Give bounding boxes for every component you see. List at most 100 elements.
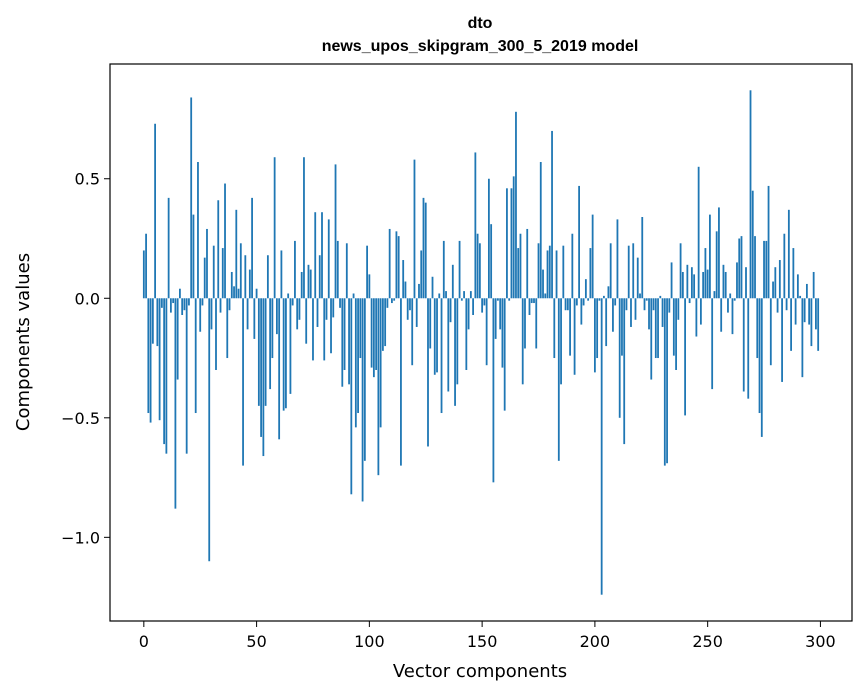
bar — [424, 202, 427, 299]
bar — [361, 298, 364, 502]
bar — [194, 298, 197, 414]
bar — [657, 298, 659, 359]
bar — [539, 162, 542, 299]
bar — [668, 298, 671, 313]
bar — [185, 298, 188, 454]
bar — [296, 298, 299, 330]
bar — [363, 298, 366, 461]
bar — [183, 298, 186, 311]
bar — [571, 233, 574, 299]
bar — [796, 274, 799, 299]
bar — [587, 298, 590, 301]
bar — [524, 298, 526, 349]
bar — [433, 298, 436, 375]
bar — [391, 298, 393, 304]
bar — [817, 298, 820, 351]
bar — [275, 298, 278, 335]
bar — [402, 260, 405, 299]
bar — [562, 245, 565, 299]
bar — [352, 293, 355, 299]
bar — [239, 243, 242, 299]
bar — [309, 269, 312, 299]
bar — [357, 298, 359, 414]
bar — [160, 298, 163, 308]
bar — [690, 267, 693, 299]
bar — [354, 298, 357, 428]
bar — [418, 283, 420, 299]
bar — [266, 255, 269, 299]
bar — [548, 245, 551, 299]
bar — [298, 298, 301, 320]
bar — [654, 298, 657, 359]
bar — [636, 257, 639, 299]
bar — [526, 228, 529, 299]
bar — [467, 298, 470, 330]
bar — [812, 271, 815, 299]
bar — [431, 276, 434, 299]
bar — [497, 298, 499, 301]
bar — [230, 271, 233, 299]
bar — [702, 271, 705, 299]
bar — [366, 245, 368, 299]
bar — [537, 243, 540, 299]
bar — [763, 240, 765, 299]
chart-subtitle: news_upos_skipgram_300_5_2019 model — [322, 38, 639, 55]
bar — [393, 298, 396, 301]
bar — [312, 298, 314, 361]
bar — [465, 298, 468, 370]
bar — [731, 298, 734, 335]
bar — [794, 298, 797, 325]
bar — [767, 185, 770, 299]
bar — [192, 214, 195, 299]
x-tick-label: 300 — [805, 632, 836, 651]
bar — [670, 262, 673, 299]
bar — [406, 298, 409, 320]
bar — [512, 176, 515, 299]
bar — [451, 264, 454, 299]
chart-title: dto — [468, 15, 493, 32]
bar — [627, 245, 630, 299]
bar — [510, 188, 513, 299]
bar — [785, 298, 788, 311]
bar — [584, 279, 587, 299]
bar — [639, 293, 641, 299]
bar — [765, 240, 768, 299]
bar — [704, 248, 707, 299]
bar — [815, 298, 817, 330]
bar — [693, 274, 696, 299]
bar — [643, 298, 646, 311]
bar — [314, 212, 317, 299]
bar — [774, 267, 777, 299]
bar — [449, 298, 452, 323]
bar — [345, 243, 348, 299]
bar — [582, 298, 585, 306]
bar — [517, 248, 520, 299]
bar — [623, 298, 626, 445]
bar — [699, 298, 702, 325]
x-tick-label: 50 — [246, 632, 266, 651]
bar — [226, 298, 229, 359]
bar — [447, 298, 450, 392]
x-tick-label: 100 — [354, 632, 385, 651]
x-axis: 0 50 100 150 200 250 300 — [139, 621, 836, 651]
bar — [650, 298, 653, 380]
y-axis-label: Components values — [13, 253, 34, 431]
bar — [688, 298, 691, 304]
bar — [305, 298, 308, 344]
bar — [400, 298, 402, 466]
bar — [246, 298, 249, 330]
bar — [709, 214, 711, 299]
bar — [772, 281, 774, 299]
bar — [672, 298, 675, 356]
bar — [769, 298, 772, 366]
bar — [336, 240, 339, 299]
bar — [616, 219, 619, 299]
bar — [377, 298, 380, 476]
bar — [745, 267, 747, 299]
bar — [546, 250, 549, 299]
bar — [271, 298, 274, 359]
bar — [330, 298, 332, 354]
bar — [733, 298, 736, 301]
bar — [738, 238, 741, 299]
bar — [476, 233, 479, 299]
